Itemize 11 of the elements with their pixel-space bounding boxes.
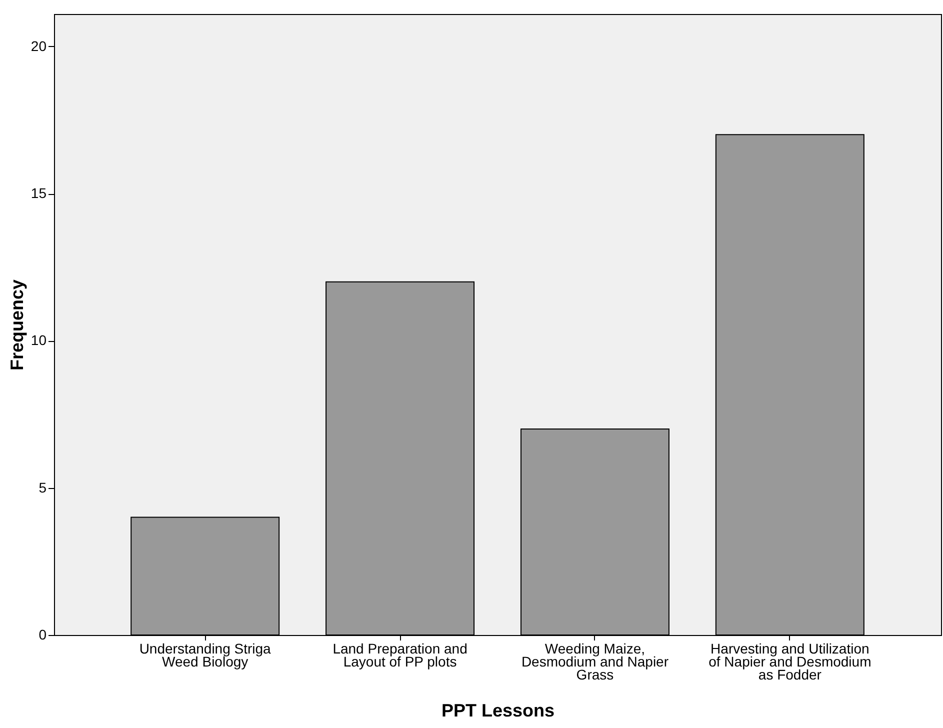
y-axis-title: Frequency xyxy=(6,279,27,371)
x-tick-label: Understanding Striga Weed Biology xyxy=(139,640,272,670)
y-tick-label: 0 xyxy=(38,626,47,642)
x-axis-title: PPT Lessons xyxy=(441,700,555,720)
y-tick-label: 10 xyxy=(30,332,47,348)
x-tick-label: Harvesting and Utilization of Napier and Desmodium as Fodder xyxy=(708,640,872,682)
x-tick-label: Land Preparation and Layout of PP plots xyxy=(332,640,468,670)
y-tick-label: 5 xyxy=(38,479,47,496)
x-tick-label: Weeding Maize, Desmodium and Napier Grass xyxy=(521,640,669,682)
y-tick-label: 20 xyxy=(30,38,47,54)
y-tick-label: 15 xyxy=(30,185,47,202)
